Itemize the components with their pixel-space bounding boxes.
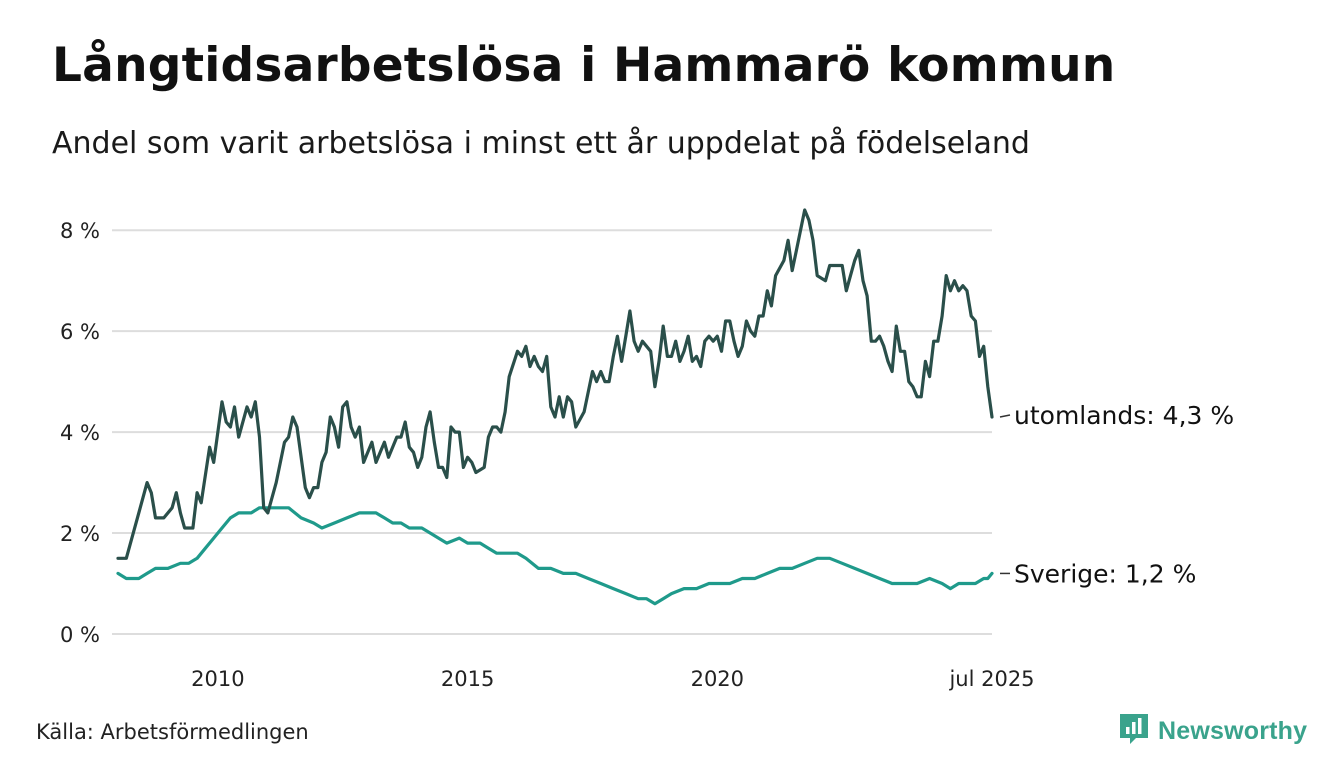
y-tick-label: 4 %: [60, 421, 100, 445]
series-lines: [116, 208, 994, 606]
x-tick-label: 2020: [691, 667, 744, 691]
end-label-sverige: Sverige: 1,2 %: [1014, 559, 1196, 588]
y-tick-label: 8 %: [60, 219, 100, 243]
brand-name: Newsworthy: [1158, 716, 1308, 745]
end-label-utomlands: utomlands: 4,3 %: [1014, 401, 1234, 430]
newsworthy-logo-icon: [1118, 712, 1150, 750]
chart-title: Långtidsarbetslösa i Hammarö kommun: [52, 38, 1116, 93]
x-tick-label: 2010: [191, 667, 244, 691]
series-line-utomlands: [116, 208, 994, 560]
x-axis-ticks: 2010 2015 2020 jul 2025: [191, 667, 1034, 691]
y-tick-label: 2 %: [60, 522, 100, 546]
chart-subtitle: Andel som varit arbetslösa i minst ett å…: [52, 126, 1030, 161]
end-label-connector: [999, 414, 1011, 418]
source-note: Källa: Arbetsförmedlingen: [36, 720, 309, 744]
y-axis-ticks: 0 % 2 % 4 % 6 % 8 %: [60, 219, 100, 647]
end-labels: utomlands: 4,3 % Sverige: 1,2 %: [999, 401, 1234, 588]
y-tick-label: 0 %: [60, 623, 100, 647]
series-line-sverige: [116, 506, 994, 606]
y-tick-label: 6 %: [60, 320, 100, 344]
newsworthy-brand[interactable]: Newsworthy: [1118, 714, 1307, 748]
gridlines: [112, 229, 992, 635]
x-tick-label: 2015: [441, 667, 494, 691]
x-tick-label: jul 2025: [948, 667, 1034, 691]
